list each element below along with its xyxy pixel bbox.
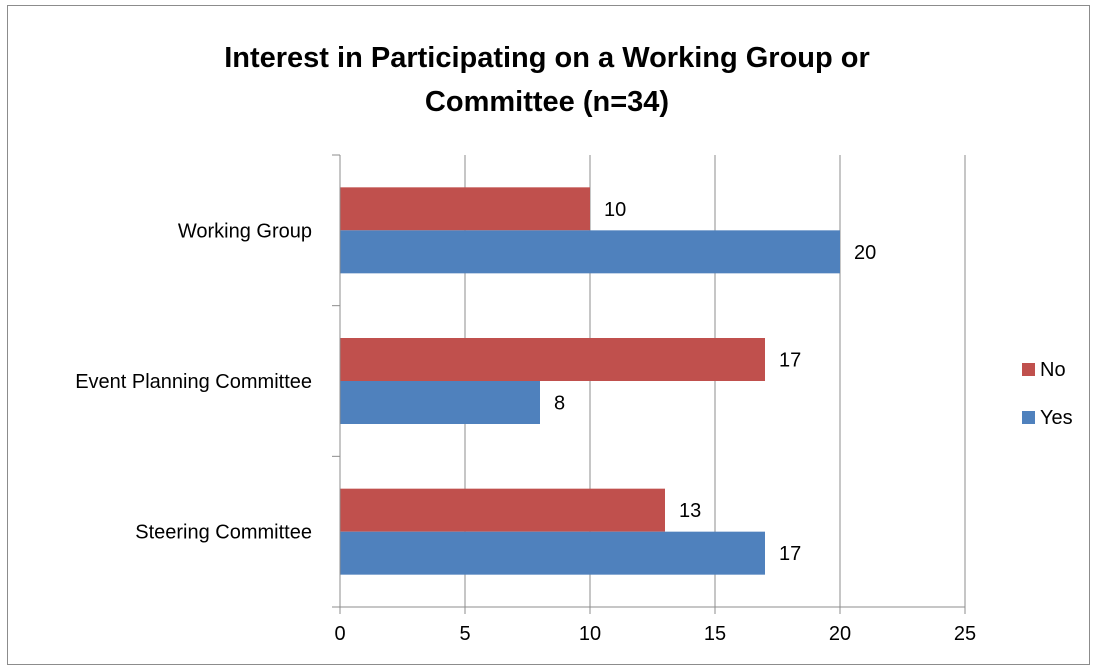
chart-title-line-1: Interest in Participating on a Working G… [224,42,870,74]
data-label-yes-1: 8 [554,393,565,415]
data-label-no-0: 10 [604,199,626,221]
category-label-0: Working Group [178,220,312,242]
chart-title-line-2: Committee (n=34) [425,86,669,118]
bar-no-2 [340,488,665,532]
x-tick-label-15: 15 [704,623,726,645]
bar-yes-2 [340,531,765,575]
bar-yes-1 [340,381,540,424]
legend-label-yes: Yes [1040,407,1073,429]
x-tick-label-0: 0 [334,623,345,645]
category-label-1: Event Planning Committee [75,371,312,393]
data-label-no-2: 13 [679,500,701,522]
labels: 0 5 10 15 20 25 Working Group 10 20 Event Plannin… [75,199,976,645]
x-tick-label-5: 5 [459,623,470,645]
category-label-2: Steering Committee [135,522,312,544]
x-tick-label-25: 25 [954,623,976,645]
bar-no-0 [340,187,590,231]
legend-swatch-no [1022,363,1035,376]
x-tick-label-20: 20 [829,623,851,645]
legend-swatch-yes [1022,411,1035,424]
axes [332,154,966,614]
x-tick-label-10: 10 [579,623,601,645]
data-label-no-1: 17 [779,350,801,372]
bars [340,187,840,575]
bar-no-1 [340,338,765,381]
data-label-yes-2: 17 [779,543,801,565]
data-label-yes-0: 20 [854,242,876,264]
legend: No Yes [1022,359,1073,429]
bar-yes-0 [340,230,840,274]
legend-label-no: No [1040,359,1066,381]
